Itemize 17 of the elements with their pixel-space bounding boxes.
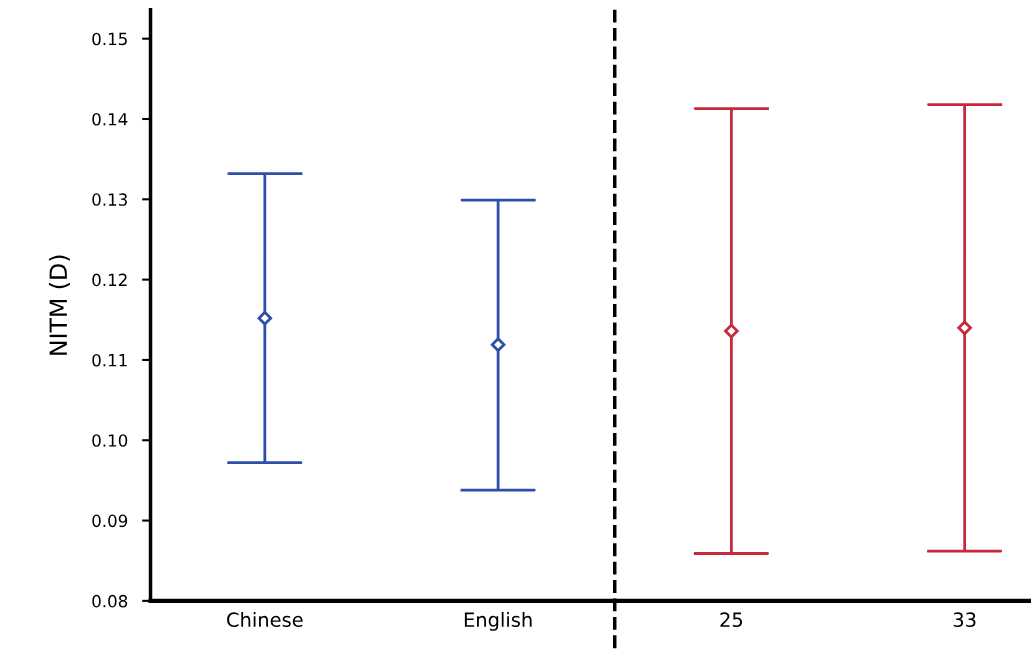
y-tick-label: 0.11: [92, 353, 127, 367]
y-tick-label: 0.12: [92, 273, 127, 287]
point: [724, 323, 739, 339]
x-tick-label: English: [464, 611, 532, 631]
y-tick-label: 0.08: [92, 594, 128, 608]
point: [257, 310, 273, 326]
y-tick-label: 0.13: [92, 193, 127, 206]
x-tick-label: Chinese: [227, 611, 303, 628]
x-tick-label: 33: [953, 612, 976, 628]
y-tick-label: 0.14: [92, 112, 128, 126]
point: [490, 337, 506, 352]
y-axis-title: NITM (D): [48, 255, 70, 355]
y-tick-label: 0.10: [92, 434, 128, 447]
y-tick-label: 0.15: [92, 32, 127, 46]
y-tick-label: 0.09: [92, 514, 128, 528]
point: [957, 320, 972, 336]
x-tick-label: 25: [720, 612, 743, 628]
